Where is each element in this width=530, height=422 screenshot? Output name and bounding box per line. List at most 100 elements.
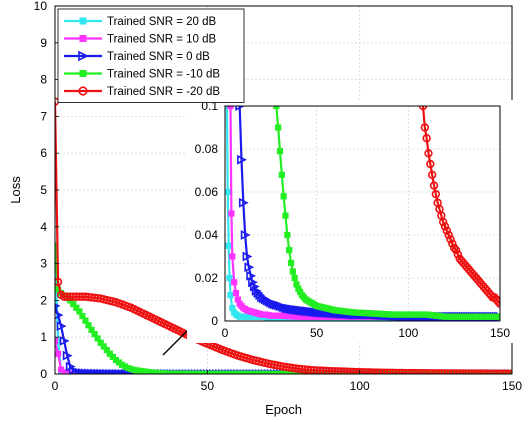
main-x-tick-label: 100 [350, 379, 370, 393]
inset-data-point [242, 251, 253, 262]
inset-data-point [448, 239, 457, 248]
inset-x-tick-label: 100 [398, 326, 418, 340]
main-y-tick-label: 1 [40, 330, 47, 344]
inset-data-point [446, 235, 455, 244]
main-data-point [59, 335, 70, 346]
main-y-tick-label: 0 [40, 367, 47, 381]
main-y-tick-label: 6 [40, 146, 47, 160]
legend-item: Trained SNR = 0 dB [64, 50, 210, 63]
inset-data-point [451, 245, 461, 255]
inset-data-point [418, 106, 428, 111]
main-data-point [56, 321, 67, 332]
legend-label: Trained SNR = 10 dB [107, 34, 217, 46]
main-y-tick-label: 10 [34, 0, 48, 13]
inset-y-tick-label: 0.06 [195, 185, 219, 199]
main-y-tick-label: 4 [40, 220, 47, 234]
inset-data-point [232, 289, 240, 297]
inset-y-tick-label: 0 [211, 314, 218, 328]
main-data-point [55, 310, 64, 320]
main-x-tick-label: 50 [201, 379, 215, 393]
legend-marker [78, 86, 88, 96]
inset-data-point [273, 106, 280, 110]
legend-label: Trained SNR = -10 dB [107, 69, 220, 81]
inset-x-tick-label: 0 [222, 326, 229, 340]
inset-series-3 [273, 106, 500, 320]
legend-item: Trained SNR = 10 dB [64, 34, 217, 46]
inset-data-point [278, 171, 285, 178]
inset-data-point [429, 181, 439, 190]
inset-data-point [291, 274, 298, 282]
inset-series-4 [418, 106, 500, 308]
inset-series [225, 106, 500, 321]
inset-data-point [237, 154, 247, 165]
inset-y-tick-label: 0.02 [195, 271, 219, 285]
inset-data-point [444, 230, 453, 240]
inset-data-point [225, 188, 231, 196]
inset-data-point [493, 297, 500, 306]
inset-data-point [496, 313, 500, 320]
inset-data-point [228, 210, 235, 217]
legend-label: Trained SNR = 0 dB [107, 51, 210, 63]
inset-data-point [227, 106, 234, 110]
inset-data-point [225, 106, 230, 110]
inset-data-point [289, 268, 296, 275]
legend-item: Trained SNR = -10 dB [64, 69, 220, 81]
main-ticks: 0 50 100 150 0 1 2 3 4 5 6 7 8 9 10 [34, 0, 523, 393]
inset-data-point [449, 243, 459, 253]
inset-data-point [442, 226, 452, 235]
inset-data-point [495, 299, 500, 308]
inset-data-point [227, 292, 234, 299]
main-x-tick-label: 150 [502, 379, 522, 393]
legend-item: Trained SNR = 20 dB [64, 16, 217, 28]
inset-x-tick-label: 50 [310, 326, 324, 340]
inset-data-point [276, 148, 284, 155]
inset-data-point [427, 170, 437, 180]
legend-marker [78, 50, 89, 62]
inset-data-point [426, 159, 435, 169]
inset-data-point [226, 274, 233, 282]
main-data-point [55, 350, 62, 357]
inset-data-point [280, 193, 287, 200]
main-y-tick-label: 8 [40, 73, 47, 87]
main-x-tick-label: 0 [52, 379, 59, 393]
main-y-tick-label: 5 [40, 183, 47, 197]
inset-data-point [431, 189, 441, 199]
inset-data-point [225, 242, 232, 249]
legend: Trained SNR = 20 dB Trained SNR = 10 dB Tr… [57, 8, 245, 103]
legend-label: Trained SNR = 20 dB [107, 16, 217, 28]
inset-data-point [440, 222, 450, 231]
x-axis-label: Epoch [265, 402, 302, 417]
main-data-point [55, 277, 63, 287]
inset-data-point [424, 149, 433, 158]
inset-data-point [235, 106, 246, 111]
inset-frame [224, 105, 501, 322]
inset-data-point [244, 262, 255, 273]
inset-data-point [438, 217, 448, 227]
inset-data-point [238, 197, 249, 208]
inset-data-point [453, 250, 463, 259]
inset-data-point [229, 253, 236, 260]
inset-data-point [284, 231, 291, 239]
inset-data-point [231, 279, 238, 286]
inset-y-tick-label: 0.04 [195, 228, 219, 242]
inset-data-point [240, 230, 251, 240]
inset-x-tick-label: 150 [490, 326, 510, 340]
inset-data-point [422, 134, 431, 143]
inset-background [187, 100, 514, 343]
main-y-tick-label: 9 [40, 36, 47, 50]
main-y-tick-label: 2 [40, 293, 47, 307]
inset-data-point [282, 212, 289, 219]
main-y-tick-label: 3 [40, 257, 47, 271]
inset-data-point [287, 259, 295, 267]
inset-data-point [246, 270, 257, 281]
inset-data-point [275, 124, 282, 131]
legend-marker [79, 34, 87, 42]
y-axis-label: Loss [8, 176, 23, 204]
main-data-point [62, 350, 73, 361]
legend-label: Trained SNR = -20 dB [107, 86, 220, 98]
inset-data-point [286, 246, 293, 254]
legend-item: Trained SNR = -20 dB [64, 86, 220, 98]
inset-data-point [420, 123, 430, 132]
